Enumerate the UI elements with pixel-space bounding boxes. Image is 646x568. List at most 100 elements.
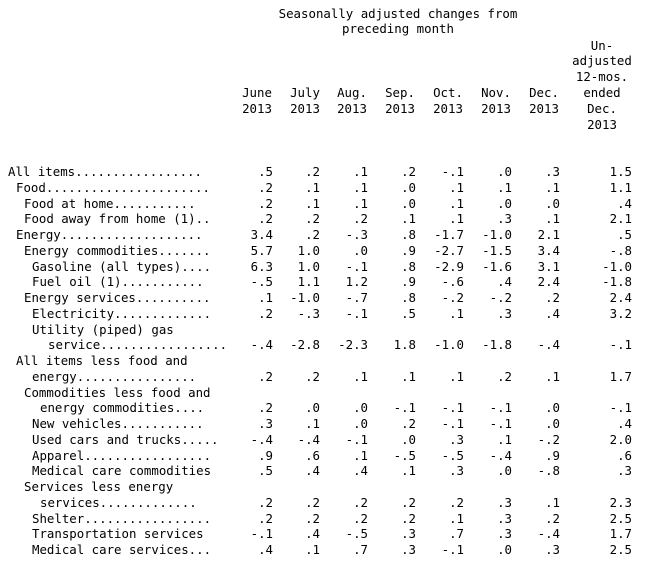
row-value: .0: [401, 195, 416, 211]
row-value: -1.8: [602, 274, 632, 290]
row-value: .2: [401, 416, 416, 431]
row-value: -.5: [393, 447, 416, 463]
row-value: 1.2: [345, 274, 368, 290]
row-label: Medical care services...: [32, 542, 212, 557]
row-label: service.................: [48, 337, 228, 353]
row-label: services.............: [40, 494, 197, 510]
column-header-year: 2013: [385, 101, 415, 116]
row-value: .2: [353, 494, 368, 510]
row-label: Commodities less food and: [24, 384, 211, 400]
row-value: .0: [305, 400, 320, 416]
row-value: .2: [545, 290, 560, 305]
row-value: -.3: [345, 227, 368, 242]
row-value: .2: [305, 211, 320, 227]
row-label: Shelter.................: [32, 510, 212, 526]
row-value: .1: [497, 179, 512, 195]
row-value: 3.1: [537, 258, 560, 274]
unadjusted-header-line: Dec.: [587, 101, 617, 116]
row-value: .1: [305, 179, 320, 195]
row-value: .1: [545, 211, 560, 227]
row-value: .4: [305, 463, 320, 479]
row-value: .3: [497, 494, 512, 510]
row-value: .5: [258, 463, 273, 479]
row-value: .3: [258, 416, 273, 431]
row-value: .4: [258, 542, 273, 557]
row-value: -.5: [345, 526, 368, 542]
row-value: -.4: [489, 447, 512, 463]
row-value: .9: [401, 242, 416, 258]
row-value: .5: [401, 305, 416, 321]
unadjusted-header-line: Un-: [590, 38, 614, 53]
row-value: .3: [497, 510, 512, 526]
column-header-year: 2013: [290, 101, 320, 116]
row-value: .2: [305, 368, 320, 384]
row-value: .4: [305, 526, 320, 542]
row-value: -1.7: [434, 227, 464, 242]
row-value: .1: [353, 447, 368, 463]
row-value: .2: [305, 227, 320, 242]
column-header-year: 2013: [337, 101, 367, 116]
row-value: 5.7: [250, 242, 273, 258]
row-value: .8: [401, 258, 416, 274]
row-value: -2.3: [338, 337, 368, 353]
row-value: .1: [449, 179, 464, 195]
row-label: Gasoline (all types)....: [32, 258, 212, 274]
row-value: .2: [258, 510, 273, 526]
row-value: -.1: [441, 416, 464, 431]
row-value: -.4: [297, 431, 320, 447]
row-value: -.1: [609, 400, 632, 416]
row-value: .2: [258, 400, 273, 416]
row-label: Services less energy: [24, 479, 174, 494]
row-value: -.1: [489, 400, 512, 416]
row-value: .2: [305, 510, 320, 526]
unadjusted-header-line: 2013: [587, 117, 617, 132]
row-label: energy................: [32, 368, 197, 384]
row-value: .4: [617, 416, 632, 431]
row-value: .1: [497, 431, 512, 447]
row-value: 3.4: [537, 242, 560, 258]
row-value: .1: [305, 416, 320, 431]
row-value: -1.6: [482, 258, 512, 274]
row-value: .1: [401, 368, 416, 384]
row-value: -.5: [250, 274, 273, 290]
row-value: .4: [545, 305, 560, 321]
row-value: -.1: [250, 526, 273, 542]
row-value: -1.0: [290, 290, 320, 305]
row-value: .4: [353, 463, 368, 479]
row-value: 2.3: [609, 494, 632, 510]
row-value: .1: [353, 164, 368, 179]
row-value: .3: [497, 211, 512, 227]
row-value: .2: [401, 494, 416, 510]
row-value: .2: [258, 195, 273, 211]
row-value: 1.7: [609, 526, 632, 542]
row-value: .3: [497, 305, 512, 321]
row-value: .5: [258, 164, 273, 179]
row-value: .1: [449, 368, 464, 384]
row-value: -2.9: [434, 258, 464, 274]
row-value: -2.7: [434, 242, 464, 258]
row-value: -.8: [537, 463, 560, 479]
row-value: .1: [545, 179, 560, 195]
row-value: .1: [449, 510, 464, 526]
row-value: .2: [258, 179, 273, 195]
row-value: -.1: [441, 542, 464, 557]
row-value: .4: [497, 274, 512, 290]
row-value: 2.4: [609, 290, 632, 305]
row-value: 1.1: [609, 179, 632, 195]
row-value: .8: [401, 290, 416, 305]
row-label: Fuel oil (1)...........: [32, 274, 204, 290]
column-header-month: Nov.: [481, 85, 511, 100]
row-value: .0: [401, 431, 416, 447]
row-value: .2: [305, 494, 320, 510]
row-value: .3: [497, 526, 512, 542]
row-value: .3: [401, 526, 416, 542]
row-label: New vehicles...........: [32, 416, 204, 431]
column-header-month: Dec.: [529, 85, 559, 100]
row-value: .3: [545, 164, 560, 179]
row-value: .2: [545, 510, 560, 526]
row-value: .5: [617, 227, 632, 242]
row-value: .3: [449, 431, 464, 447]
row-value: 1.0: [297, 258, 320, 274]
row-value: 3.4: [250, 227, 273, 242]
row-value: .9: [545, 447, 560, 463]
